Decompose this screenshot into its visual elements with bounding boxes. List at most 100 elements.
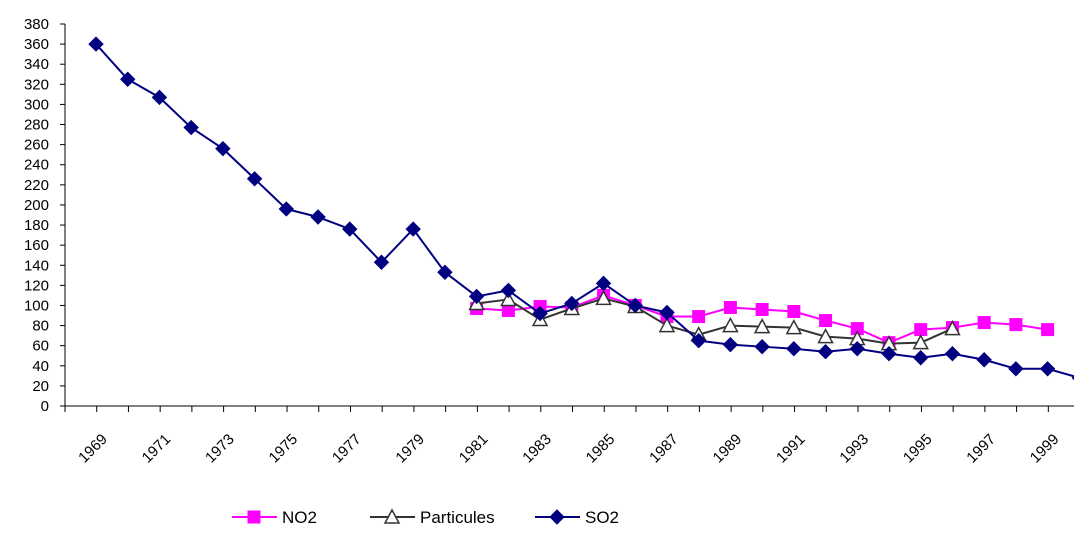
- x-tick-label: 1977: [329, 431, 365, 467]
- legend-label: NO2: [282, 508, 317, 527]
- data-point-so2: [310, 209, 326, 225]
- y-tick-label: 240: [24, 157, 49, 174]
- data-point-so2: [183, 119, 199, 136]
- data-point-particules: [658, 316, 676, 333]
- data-point-so2: [913, 350, 929, 366]
- data-point-particules: [817, 328, 834, 344]
- y-tick-label: 380: [24, 16, 49, 33]
- data-point-no2: [977, 316, 991, 330]
- y-tick-label: 100: [24, 297, 49, 314]
- y-tick-label: 320: [24, 76, 49, 93]
- data-point-so2: [659, 304, 675, 321]
- y-tick-label: 180: [24, 217, 49, 234]
- y-tick-label: 220: [24, 177, 49, 194]
- data-point-so2: [373, 254, 390, 270]
- legend-marker: [383, 508, 401, 524]
- y-tick-label: 140: [24, 257, 49, 274]
- y-tick-label: 280: [24, 117, 49, 134]
- x-tick-label: 1975: [266, 431, 302, 467]
- legend-marker: [247, 510, 261, 524]
- data-point-so2: [722, 336, 739, 353]
- legend-label: Particules: [420, 508, 495, 527]
- data-point-no2: [914, 323, 928, 337]
- x-tick-label: 1985: [583, 431, 619, 467]
- data-point-so2: [215, 140, 231, 157]
- y-tick-label: 60: [32, 338, 49, 355]
- data-point-no2: [819, 314, 833, 328]
- data-point-so2: [595, 275, 612, 292]
- y-tick-label: 300: [24, 96, 49, 113]
- data-point-no2: [501, 304, 515, 317]
- legend: NO2 Particules SO2: [232, 508, 619, 527]
- data-point-so2: [944, 346, 961, 362]
- data-point-so2: [500, 282, 517, 299]
- data-point-so2: [88, 36, 104, 52]
- series-line-particules: [476, 297, 953, 345]
- data-point-so2: [151, 89, 168, 106]
- data-point-particules: [500, 290, 517, 307]
- y-tick-label: 260: [24, 137, 49, 154]
- data-point-no2: [1009, 318, 1023, 332]
- legend-item-particules: Particules: [370, 508, 495, 527]
- x-tick-label: 1999: [1027, 431, 1063, 467]
- x-tick-label: 1991: [773, 431, 809, 467]
- series-so2: [88, 36, 1074, 381]
- data-point-so2: [342, 221, 358, 237]
- y-tick-label: 360: [24, 36, 49, 53]
- y-tick-label: 40: [32, 358, 49, 375]
- y-tick-label: 200: [24, 197, 49, 214]
- data-point-particules: [753, 318, 771, 334]
- data-point-so2: [627, 297, 643, 314]
- x-axis: 1969 1971 1973 1975 1977 1979 1981 1983 1985 1987…: [64, 405, 1074, 467]
- data-point-so2: [754, 338, 770, 355]
- data-point-so2: [690, 332, 707, 349]
- x-tick-label: 1979: [392, 431, 428, 467]
- x-tick-label: 1981: [456, 431, 492, 467]
- x-tick-label: 1983: [519, 431, 555, 467]
- data-point-no2: [755, 302, 769, 316]
- data-point-particules: [912, 334, 929, 350]
- data-point-particules: [722, 316, 739, 333]
- y-tick-label: 80: [32, 318, 49, 335]
- series-line-so2: [95, 43, 1074, 378]
- x-tick-label: 1969: [75, 431, 111, 467]
- data-point-so2: [976, 352, 992, 368]
- y-tick-label: 340: [24, 56, 49, 73]
- data-point-so2: [246, 171, 263, 187]
- x-tick-label: 1993: [836, 431, 872, 467]
- series-layer: [88, 36, 1074, 381]
- data-point-no2: [692, 310, 706, 324]
- x-tick-label: 1989: [710, 431, 746, 467]
- data-point-so2: [532, 305, 548, 322]
- data-point-particules: [595, 289, 612, 306]
- legend-label: SO2: [585, 508, 619, 527]
- x-tick-label: 1987: [646, 431, 682, 467]
- y-tick-label: 0: [41, 398, 49, 415]
- data-point-so2: [468, 288, 485, 305]
- x-tick-label: 1995: [900, 431, 936, 467]
- data-point-so2: [881, 346, 897, 362]
- data-point-so2: [1039, 361, 1056, 377]
- data-point-so2: [564, 295, 580, 312]
- y-tick-label: 20: [32, 378, 49, 395]
- y-axis: 0 20 40 60 80 100 120 140 160 180 200 220 240 260 280 3…: [24, 16, 66, 415]
- y-tick-label: 120: [24, 277, 49, 294]
- x-tick-label: 1997: [963, 431, 999, 467]
- y-tick-label: 160: [24, 237, 49, 254]
- data-point-so2: [120, 71, 136, 87]
- data-point-no2: [723, 300, 737, 314]
- x-tick-label: 1973: [202, 431, 238, 467]
- data-point-so2: [405, 221, 421, 237]
- legend-item-no2: NO2: [232, 508, 317, 527]
- x-tick-label: 1971: [139, 431, 175, 467]
- data-point-so2: [278, 201, 295, 217]
- data-point-so2: [1008, 361, 1024, 377]
- data-point-so2: [437, 264, 453, 281]
- data-point-so2: [817, 344, 834, 360]
- data-point-so2: [786, 340, 802, 357]
- data-point-particules: [944, 320, 961, 336]
- legend-item-so2: SO2: [535, 508, 619, 527]
- legend-marker: [549, 509, 565, 525]
- data-point-no2: [1041, 323, 1055, 337]
